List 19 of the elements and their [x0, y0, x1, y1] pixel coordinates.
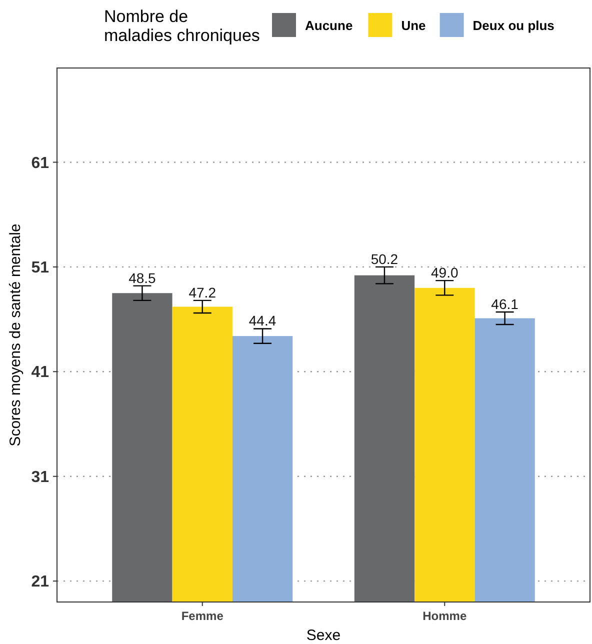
data-label: 44.4	[248, 312, 276, 329]
x-tick-label: Femme	[181, 609, 224, 623]
legend-label: Aucune	[305, 18, 353, 33]
data-label: 46.1	[491, 296, 519, 312]
x-tick-label: Homme	[422, 609, 467, 623]
y-tick-label: 61	[31, 154, 50, 172]
data-label: 49.0	[431, 264, 458, 281]
data-label: 47.2	[188, 284, 216, 300]
y-tick-label: 41	[31, 364, 50, 382]
y-axis-title: Scores moyens de santé mentale	[7, 224, 24, 446]
x-axis-title: Sexe	[306, 627, 341, 644]
y-tick-label: 31	[31, 468, 50, 486]
legend-label: Deux ou plus	[472, 18, 554, 33]
data-label: 48.5	[128, 270, 156, 286]
legend-label: Une	[401, 18, 426, 33]
data-label: 50.2	[370, 250, 398, 267]
legend-title: Nombre de maladies chroniques	[104, 7, 260, 45]
y-tick-label: 51	[31, 260, 50, 277]
y-tick-label: 21	[31, 574, 50, 591]
